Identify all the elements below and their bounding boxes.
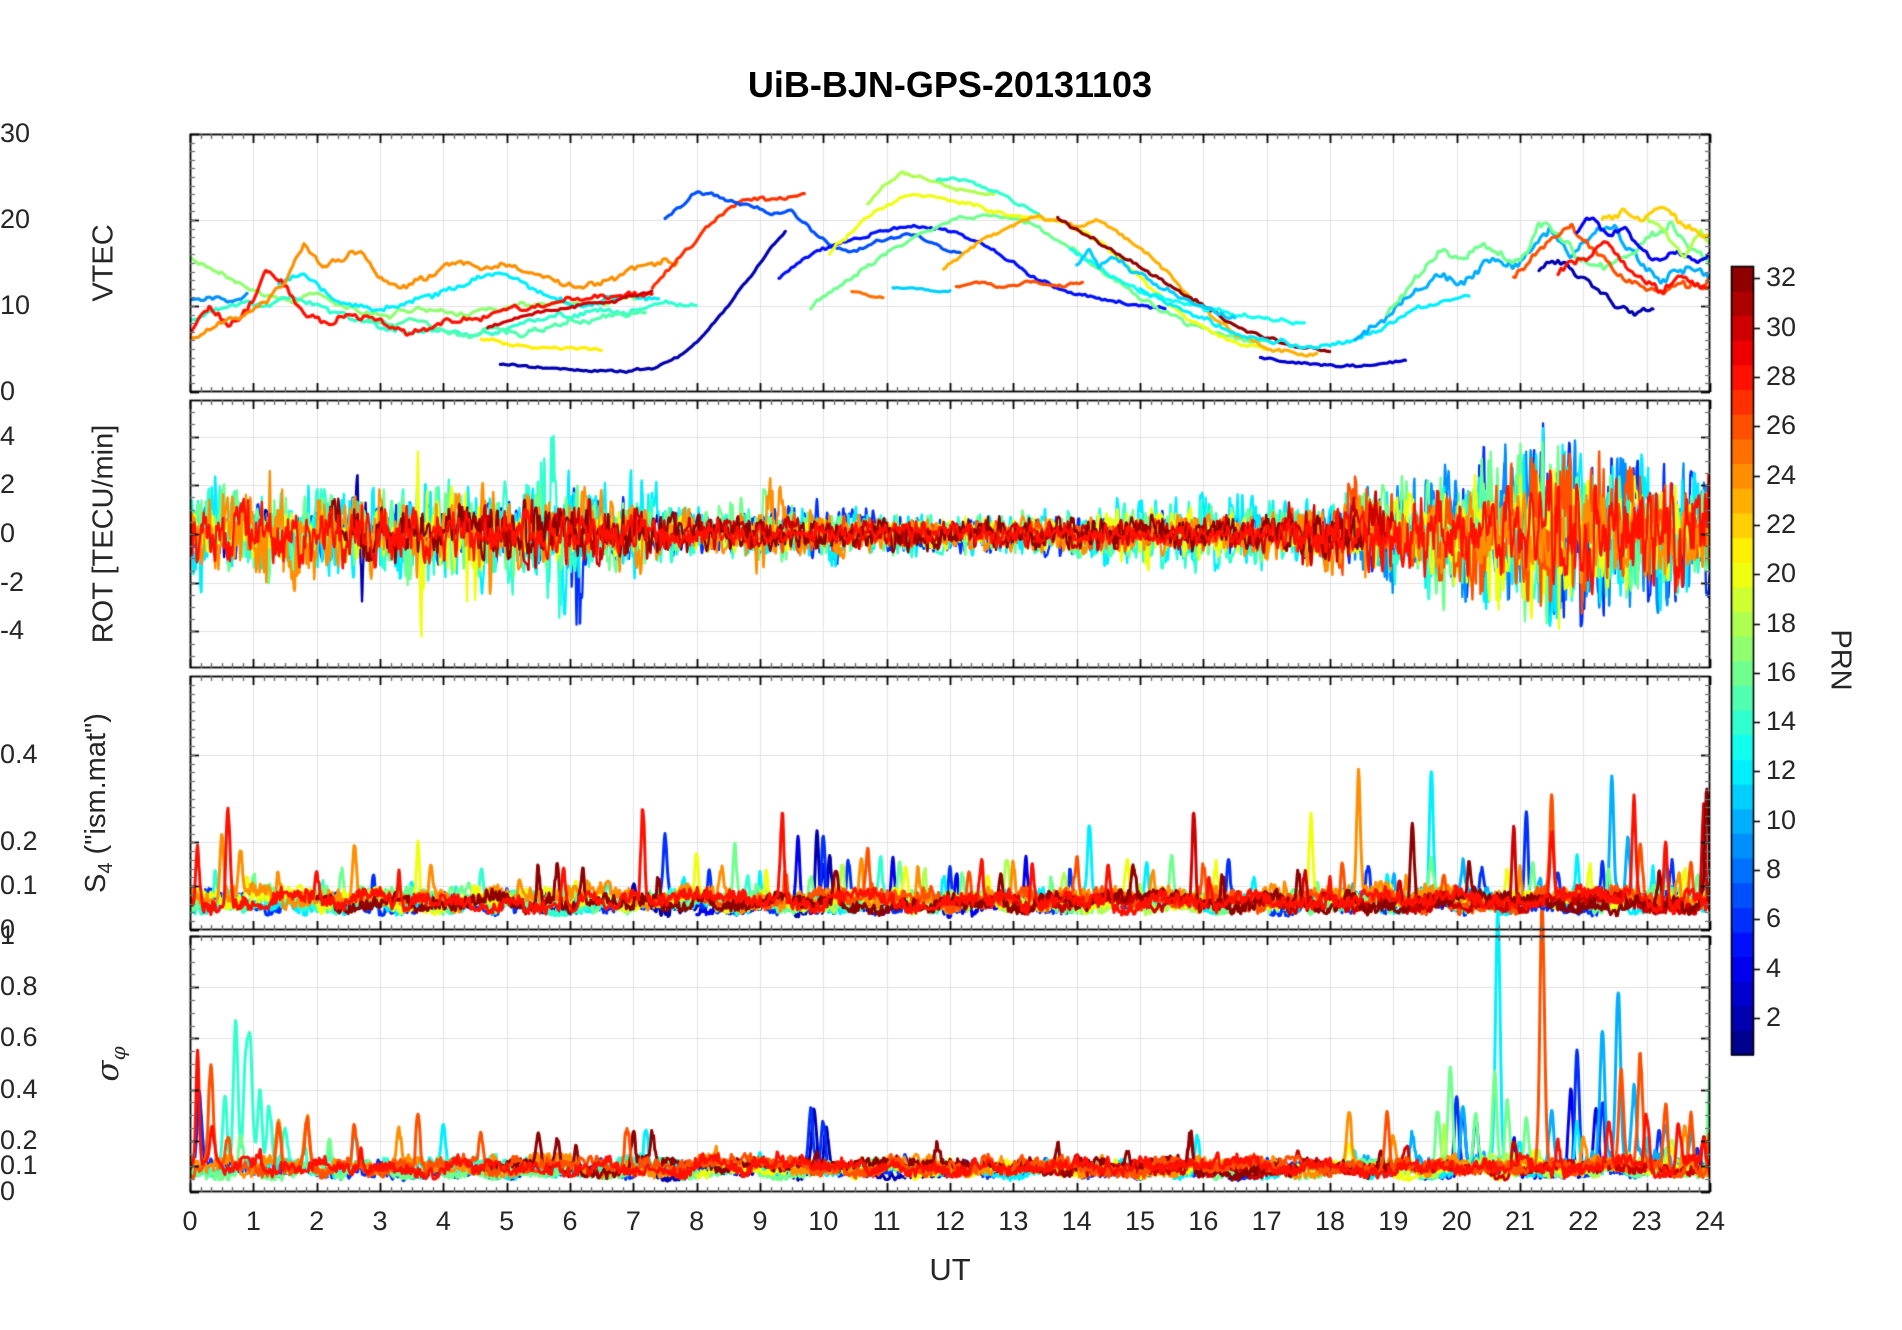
- colorbar-tick-label: 4: [1766, 952, 1782, 983]
- colorbar-label: PRN: [1824, 629, 1857, 691]
- colorbar-tick-label: 10: [1766, 804, 1797, 835]
- x-tick-label: 15: [1124, 1206, 1156, 1236]
- x-tick-label: 9: [752, 1206, 768, 1236]
- sigma-y-tick-label: 0.4: [0, 1073, 38, 1104]
- colorbar-tick-label: 2: [1766, 1002, 1782, 1033]
- x-tick-label: 18: [1314, 1206, 1346, 1236]
- x-tick-label: 1: [245, 1206, 261, 1236]
- vtec-y-tick-label: 0: [0, 376, 16, 406]
- colorbar-tick-label: 30: [1766, 311, 1797, 342]
- colorbar-tick-label: 14: [1766, 706, 1797, 737]
- x-tick-label: 19: [1378, 1206, 1409, 1236]
- x-tick-label: 10: [808, 1206, 839, 1236]
- colorbar-tick-label: 24: [1766, 459, 1797, 490]
- x-tick-label: 5: [499, 1206, 515, 1236]
- colorbar-tick-label: 26: [1766, 410, 1797, 441]
- colorbar-tick-label: 20: [1766, 558, 1797, 589]
- vtec-y-tick-label: 20: [0, 204, 31, 234]
- sigma-y-tick-label: 0.2: [0, 1124, 38, 1155]
- colorbar-tick-label: 28: [1766, 360, 1797, 391]
- colorbar-tick-label: 32: [1766, 262, 1797, 293]
- colorbar-tick-label: 18: [1766, 607, 1797, 638]
- sigma-y-tick-label: 0.8: [0, 971, 38, 1002]
- colorbar-tick-label: 6: [1766, 903, 1782, 934]
- x-tick-label: 2: [309, 1206, 325, 1236]
- s4-y-tick-label: 0.2: [0, 826, 38, 857]
- x-tick-label: 17: [1251, 1206, 1282, 1236]
- rot-y-tick-label: 0: [0, 518, 16, 548]
- x-tick-label: 20: [1441, 1206, 1472, 1236]
- sigma-y-tick-label: 0: [0, 1176, 16, 1206]
- x-tick-label: 6: [562, 1206, 578, 1236]
- sigma-y-tick-label: 0.6: [0, 1022, 38, 1053]
- rot-y-tick-label: -4: [0, 615, 25, 646]
- s4-y-tick-label: 0.4: [0, 738, 38, 769]
- vtec-y-tick-label: 30: [0, 118, 31, 148]
- x-axis-label: UT: [929, 1252, 971, 1287]
- s4-y-tick-label: 0.1: [0, 870, 38, 901]
- x-tick-label: 12: [934, 1206, 966, 1236]
- colorbar-tick-label: 12: [1766, 755, 1797, 786]
- x-tick-label: 21: [1504, 1206, 1536, 1236]
- x-tick-label: 8: [689, 1206, 705, 1236]
- rot-y-tick-label: 2: [0, 469, 16, 500]
- x-tick-label: 11: [872, 1206, 901, 1236]
- colorbar-tick-label: 16: [1766, 656, 1797, 687]
- x-tick-label: 7: [625, 1206, 641, 1236]
- x-tick-label: 0: [182, 1206, 198, 1236]
- x-tick-label: 22: [1568, 1206, 1599, 1236]
- x-tick-label: 24: [1694, 1206, 1726, 1236]
- x-tick-label: 13: [998, 1206, 1029, 1236]
- x-tick-label: 4: [435, 1206, 451, 1236]
- rot-y-tick-label: -2: [0, 566, 25, 597]
- x-tick-label: 3: [372, 1206, 388, 1236]
- figure-title: UiB-BJN-GPS-20131103: [747, 64, 1153, 105]
- colorbar-tick-label: 22: [1766, 508, 1797, 539]
- sigma-y-tick-label: 0.1: [0, 1150, 38, 1181]
- colorbar-tick-label: 8: [1766, 854, 1782, 885]
- x-tick-label: 23: [1631, 1206, 1662, 1236]
- vtec-y-tick-label: 10: [0, 290, 31, 320]
- s4-y-tick-label: 0: [0, 914, 16, 944]
- sigma-y-tick-label: 1: [0, 920, 16, 950]
- x-tick-label: 16: [1188, 1206, 1219, 1236]
- rot-y-tick-label: 4: [0, 420, 16, 451]
- x-tick-label: 14: [1061, 1206, 1092, 1236]
